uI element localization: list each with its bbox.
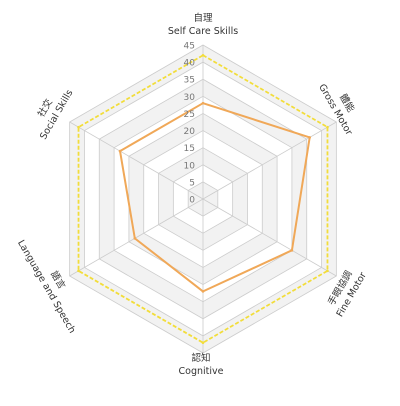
axis-label-en: Cognitive	[179, 366, 224, 377]
data-point	[326, 269, 329, 273]
grid-spoke	[202, 121, 337, 200]
axis-label: 自理 Self Care Skills	[168, 12, 238, 37]
data-point	[77, 269, 80, 273]
grid-spoke	[69, 121, 204, 200]
tick-label: 0	[189, 196, 195, 206]
data-point	[201, 290, 205, 293]
tick-label: 5	[189, 178, 195, 188]
grid-spoke	[202, 198, 337, 277]
tick-label: 40	[184, 59, 196, 69]
tick-label: 30	[184, 93, 196, 103]
data-point	[118, 149, 122, 153]
data-point	[326, 125, 329, 129]
radar-series	[77, 53, 329, 345]
data-point	[308, 136, 311, 139]
tick-label: 10	[184, 161, 196, 171]
data-point	[201, 53, 205, 57]
grid-spoke	[69, 198, 204, 277]
tick-label: 25	[184, 110, 195, 120]
data-point	[77, 125, 80, 129]
data-point	[290, 249, 294, 252]
data-point	[201, 101, 205, 105]
tick-label: 45	[184, 42, 195, 52]
axis-label-zh: 自理	[193, 12, 213, 24]
radar-grid	[69, 44, 337, 354]
axis-label-en: Language and Speech	[15, 238, 77, 335]
tick-label: 15	[184, 144, 195, 154]
radial-tick-labels: 0 5 10 15 20 25 30 35 40 45	[184, 42, 196, 206]
axis-label: 認知 Cognitive	[179, 352, 224, 377]
tick-label: 20	[184, 127, 196, 137]
data-point	[201, 341, 205, 345]
axis-label-en: Self Care Skills	[168, 26, 238, 37]
axis-label-zh: 認知	[191, 352, 210, 364]
data-point	[133, 237, 137, 240]
tick-label: 35	[184, 76, 195, 86]
